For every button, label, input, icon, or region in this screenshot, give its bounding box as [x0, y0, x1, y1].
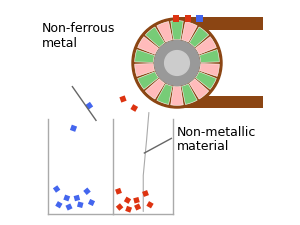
Bar: [177, 95, 267, 108]
Wedge shape: [138, 37, 158, 54]
Bar: [55, 201, 62, 208]
Bar: [53, 185, 60, 193]
Wedge shape: [157, 22, 172, 42]
Wedge shape: [135, 64, 155, 77]
Bar: [125, 206, 132, 213]
Wedge shape: [200, 64, 219, 77]
Wedge shape: [145, 79, 165, 99]
Bar: [196, 15, 203, 22]
Wedge shape: [171, 21, 183, 40]
Wedge shape: [182, 22, 197, 42]
Bar: [142, 190, 149, 197]
Wedge shape: [189, 27, 209, 47]
Bar: [124, 197, 131, 204]
Wedge shape: [182, 84, 197, 104]
Circle shape: [165, 51, 189, 75]
Bar: [83, 187, 91, 195]
Bar: [119, 95, 127, 103]
Bar: [88, 199, 95, 206]
Wedge shape: [145, 27, 165, 47]
Wedge shape: [135, 50, 155, 62]
Wedge shape: [200, 50, 219, 62]
Wedge shape: [171, 86, 183, 105]
Circle shape: [154, 40, 200, 86]
Bar: [65, 203, 73, 211]
Bar: [116, 203, 123, 211]
Bar: [134, 203, 141, 211]
Bar: [63, 195, 70, 201]
Wedge shape: [138, 72, 158, 89]
Bar: [85, 102, 93, 110]
Bar: [74, 195, 80, 201]
Bar: [173, 15, 179, 22]
Circle shape: [132, 18, 222, 108]
Wedge shape: [196, 72, 216, 89]
Bar: [130, 104, 138, 112]
Text: Non-metallic
material: Non-metallic material: [177, 126, 256, 153]
Bar: [133, 197, 140, 204]
Bar: [115, 188, 122, 195]
Bar: [185, 15, 191, 22]
Wedge shape: [196, 37, 216, 54]
Bar: [146, 201, 154, 208]
Bar: [70, 125, 77, 132]
Wedge shape: [157, 84, 172, 104]
Bar: [177, 18, 267, 30]
Text: Non-ferrous
metal: Non-ferrous metal: [42, 22, 116, 50]
Wedge shape: [189, 79, 209, 99]
Bar: [77, 201, 83, 208]
